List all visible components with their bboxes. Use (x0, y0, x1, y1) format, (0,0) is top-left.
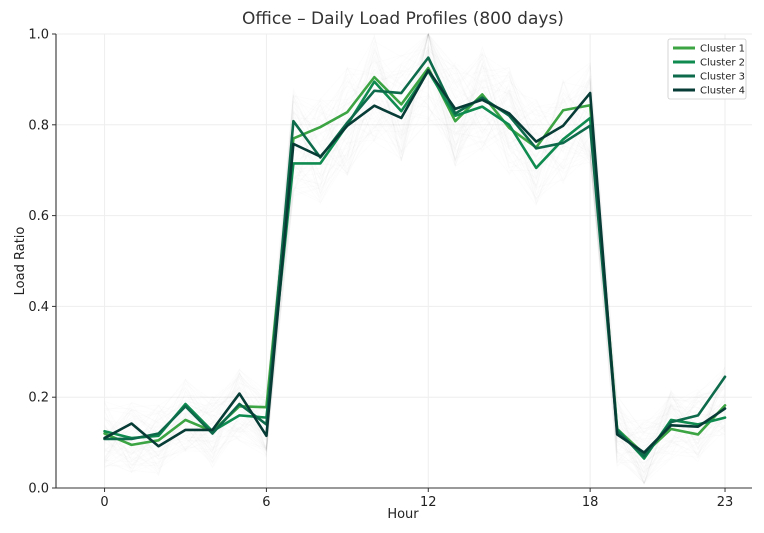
background-profile (105, 71, 725, 466)
y-axis-label: Load Ratio (13, 227, 28, 296)
background-profile (105, 63, 725, 460)
chart-title: Office – Daily Load Profiles (800 days) (242, 9, 564, 29)
ticks: 0 6 12 18 23 0.0 0.2 0.4 0.6 0.8 1.0 (28, 28, 733, 511)
grid (56, 33, 752, 489)
x-tick-label: 6 (262, 495, 270, 510)
legend: Cluster 1 Cluster 2 Cluster 3 Cluster 4 (667, 38, 747, 100)
legend-label: Cluster 2 (700, 58, 745, 69)
background-profile (105, 57, 725, 461)
legend-box (667, 38, 747, 100)
y-tick-label: 0.2 (28, 391, 49, 406)
axes (55, 34, 752, 489)
y-tick-label: 0.4 (28, 300, 49, 315)
series-lines (103, 56, 727, 460)
series-line-cluster-4 (103, 69, 727, 454)
legend-label: Cluster 3 (700, 72, 745, 83)
y-tick-label: 1.0 (28, 28, 49, 43)
y-tick-label: 0.0 (28, 482, 49, 497)
x-tick-label: 12 (420, 495, 437, 510)
x-tick-label: 23 (717, 495, 734, 510)
y-tick-label: 0.6 (28, 209, 49, 224)
x-axis-label: Hour (387, 507, 419, 522)
legend-label: Cluster 1 (700, 44, 745, 55)
legend-label: Cluster 4 (700, 86, 745, 97)
series-line-cluster-2 (103, 69, 727, 460)
y-tick-label: 0.8 (28, 118, 49, 133)
x-tick-label: 18 (582, 495, 599, 510)
x-tick-label: 0 (100, 495, 108, 510)
